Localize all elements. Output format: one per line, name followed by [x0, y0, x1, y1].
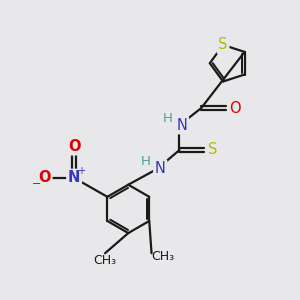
Text: O: O: [38, 170, 51, 185]
Text: −: −: [32, 179, 41, 189]
Text: H: H: [163, 112, 172, 125]
Text: O: O: [229, 101, 240, 116]
Text: CH₃: CH₃: [151, 250, 174, 263]
Text: CH₃: CH₃: [94, 254, 117, 266]
Text: H: H: [141, 155, 151, 168]
Text: N: N: [176, 118, 188, 133]
Text: S: S: [218, 38, 228, 52]
Text: +: +: [77, 166, 85, 176]
Text: N: N: [155, 161, 166, 176]
Text: N: N: [68, 170, 80, 185]
Text: O: O: [68, 139, 80, 154]
Text: S: S: [208, 142, 218, 158]
